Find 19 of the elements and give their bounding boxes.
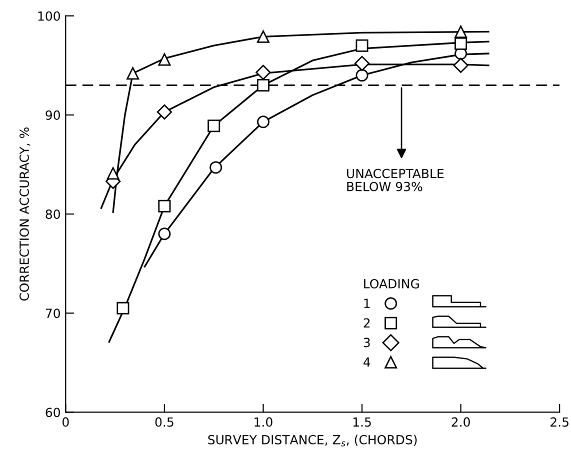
x-tick-label: 0.5 (155, 417, 174, 427)
y-tick-label: 90 (46, 110, 60, 120)
y-tick-label: 100 (38, 11, 60, 21)
y-axis-title: CORRECTION ACCURACY, % (20, 127, 30, 301)
annotation: UNACCEPTABLE BELOW 93% (347, 168, 444, 192)
legend-title: LOADING (364, 279, 419, 288)
y-tick-label: 80 (46, 210, 60, 219)
x-tick-label: 2.0 (452, 417, 470, 427)
x-tick-label: 2.5 (550, 417, 568, 427)
legend-label: 2 (364, 318, 370, 328)
legend-label: 4 (363, 358, 370, 367)
y-tick-label: 60 (46, 408, 60, 418)
y-tick-label: 70 (46, 308, 60, 318)
x-tick-label: 0 (62, 417, 69, 427)
legend-label: 1 (364, 298, 370, 308)
x-tick-label: 1.5 (353, 417, 371, 427)
x-tick-label: 1.0 (254, 417, 272, 427)
legend-label: 3 (364, 338, 370, 348)
x-axis-title: SURVEY DISTANCE, Z$_{s}$, (CHORDS) (208, 434, 417, 446)
